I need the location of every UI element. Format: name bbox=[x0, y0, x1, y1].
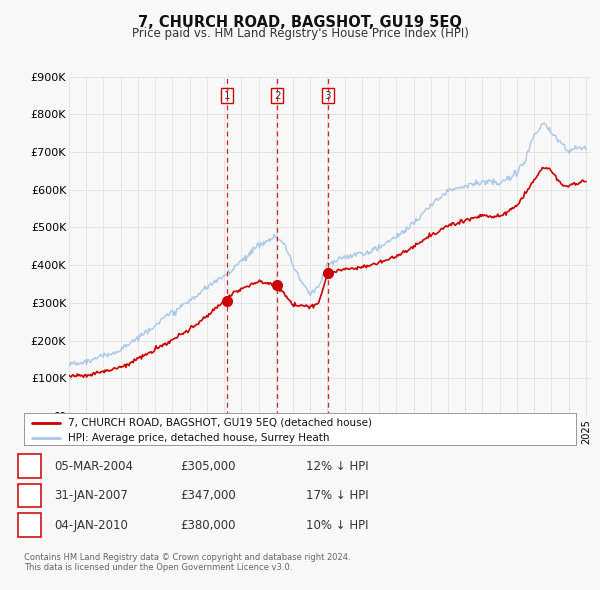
Text: 04-JAN-2010: 04-JAN-2010 bbox=[54, 519, 128, 532]
Text: 3: 3 bbox=[26, 519, 33, 532]
Text: 7, CHURCH ROAD, BAGSHOT, GU19 5EQ (detached house): 7, CHURCH ROAD, BAGSHOT, GU19 5EQ (detac… bbox=[68, 418, 372, 428]
Text: HPI: Average price, detached house, Surrey Heath: HPI: Average price, detached house, Surr… bbox=[68, 433, 329, 443]
Text: £305,000: £305,000 bbox=[180, 460, 235, 473]
Text: Contains HM Land Registry data © Crown copyright and database right 2024.: Contains HM Land Registry data © Crown c… bbox=[24, 553, 350, 562]
Text: 7, CHURCH ROAD, BAGSHOT, GU19 5EQ: 7, CHURCH ROAD, BAGSHOT, GU19 5EQ bbox=[138, 15, 462, 30]
Text: This data is licensed under the Open Government Licence v3.0.: This data is licensed under the Open Gov… bbox=[24, 563, 292, 572]
Text: £380,000: £380,000 bbox=[180, 519, 235, 532]
Text: 17% ↓ HPI: 17% ↓ HPI bbox=[306, 489, 368, 502]
Text: 2: 2 bbox=[274, 90, 280, 100]
Text: 2: 2 bbox=[26, 489, 33, 502]
Text: 10% ↓ HPI: 10% ↓ HPI bbox=[306, 519, 368, 532]
Text: 31-JAN-2007: 31-JAN-2007 bbox=[54, 489, 128, 502]
Text: 3: 3 bbox=[324, 90, 331, 100]
Text: Price paid vs. HM Land Registry's House Price Index (HPI): Price paid vs. HM Land Registry's House … bbox=[131, 27, 469, 40]
Text: £347,000: £347,000 bbox=[180, 489, 236, 502]
Text: 1: 1 bbox=[224, 90, 230, 100]
Text: 12% ↓ HPI: 12% ↓ HPI bbox=[306, 460, 368, 473]
Text: 05-MAR-2004: 05-MAR-2004 bbox=[54, 460, 133, 473]
Text: 1: 1 bbox=[26, 460, 33, 473]
